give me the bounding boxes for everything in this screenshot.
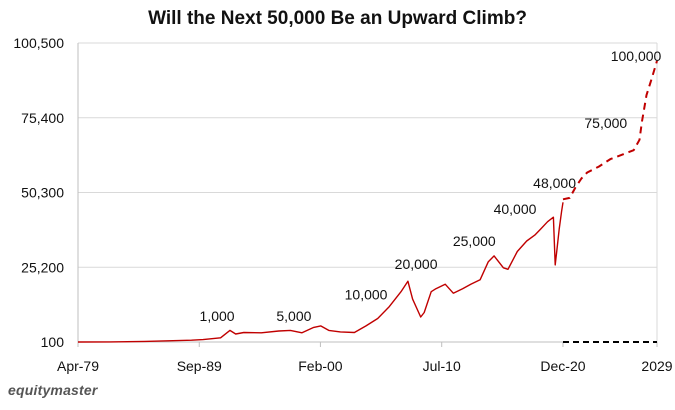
x-tick-label: Feb-00 [298, 358, 343, 374]
x-tick-label: 2029 [641, 358, 672, 374]
y-tick-label: 75,400 [21, 110, 64, 126]
milestone-label: 10,000 [345, 287, 388, 303]
y-tick-label: 25,200 [21, 259, 64, 275]
milestone-label: 100,000 [611, 48, 662, 64]
milestone-label: 40,000 [494, 201, 537, 217]
x-tick-label: Jul-10 [423, 358, 461, 374]
y-tick-label: 100 [41, 334, 65, 350]
index-line [77, 202, 564, 343]
y-tick-label: 100,500 [13, 35, 64, 51]
gridlines [78, 42, 658, 342]
milestone-label: 25,000 [453, 233, 496, 249]
x-tick-label: Apr-79 [57, 358, 99, 374]
milestone-label: 48,000 [533, 175, 576, 191]
x-tick-label: Dec-20 [540, 358, 585, 374]
milestone-label: 5,000 [276, 308, 311, 324]
milestone-label: 20,000 [395, 256, 438, 272]
x-tick-label: Sep-89 [177, 358, 222, 374]
series-group [77, 60, 658, 343]
tick-labels: 100 25,200 50,300 75,400 100,500 Apr-79 Sep-89… [13, 35, 672, 374]
milestone-label: 1,000 [200, 308, 235, 324]
y-tick-label: 50,300 [21, 185, 64, 201]
brand-logo: equitymaster [8, 382, 98, 398]
chart-title: Will the Next 50,000 Be an Upward Climb? [148, 8, 527, 29]
annotations: 1,000 5,000 10,000 20,000 25,000 40,000 48,000… [200, 48, 662, 324]
milestone-label: 75,000 [584, 115, 627, 131]
